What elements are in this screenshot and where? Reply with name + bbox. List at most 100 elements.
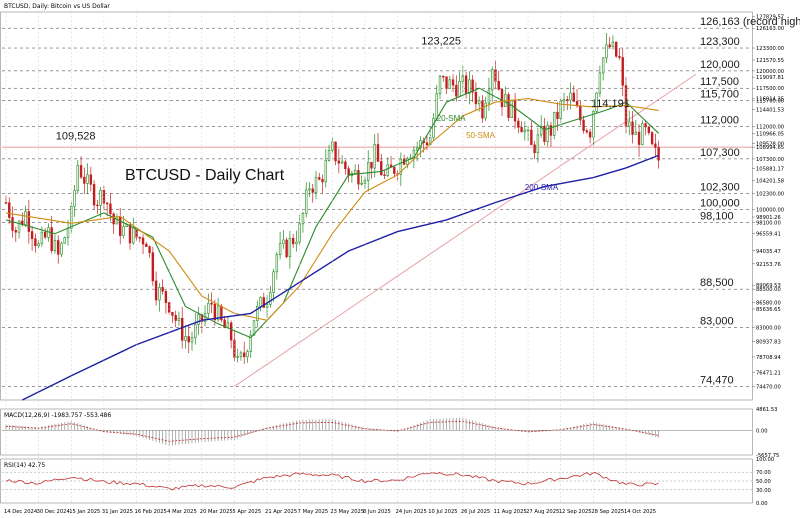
y-tick-label: 74470.00 — [756, 384, 781, 390]
symbol-header: BTCUSD, Daily: Bitcoin vs US Dollar — [4, 3, 110, 10]
candle-body — [210, 302, 213, 305]
key-level-label: 102,300 — [700, 182, 740, 194]
candle-body — [119, 216, 122, 236]
key-level-label: 115,700 — [700, 89, 739, 101]
candle-body — [484, 102, 487, 119]
candle-body — [497, 80, 500, 90]
candle-body — [337, 160, 341, 164]
candle-body — [585, 130, 589, 133]
y-tick-label: 109528.00 — [756, 141, 784, 147]
key-level-label: 123,300 — [700, 36, 740, 48]
candle-body — [57, 240, 60, 255]
candle-body — [406, 158, 409, 165]
macd-panel-frame — [0, 408, 753, 456]
candle-body — [536, 134, 540, 154]
key-level-label: 126,163 (record high) — [700, 16, 800, 28]
y-tick-label: 114401.53 — [756, 108, 784, 114]
candle-body — [112, 213, 115, 225]
candle-body — [380, 161, 383, 176]
candle-body — [40, 231, 44, 245]
candle-body — [161, 287, 164, 292]
candle-body — [278, 243, 282, 255]
rsi-panel: 100.00 70.00 50.00 30.00 0.00 — [0, 457, 774, 507]
y-tick-label: 102300.00 — [756, 192, 784, 198]
candle-body — [572, 92, 575, 102]
candle-body — [158, 287, 161, 301]
candle-body — [288, 237, 292, 258]
x-tick-label: 5 Apr 2025 — [232, 509, 261, 515]
macd-tick-label: 0.00 — [756, 428, 768, 434]
candle-body — [608, 44, 611, 47]
y-tick-label: 78708.94 — [756, 355, 781, 361]
candle-body — [14, 230, 17, 233]
candle-body — [569, 92, 572, 101]
candle-body — [526, 129, 530, 132]
key-level-label: 117,500 — [700, 76, 739, 88]
key-level-label: 98,100 — [700, 211, 734, 223]
candle-body — [553, 111, 556, 136]
candle-body — [477, 100, 481, 105]
candle-body — [621, 57, 624, 86]
x-tick-label: 28 Sep 2025 — [591, 509, 624, 515]
candle-body — [458, 81, 461, 97]
x-tick-label: 16 Feb 2025 — [135, 509, 167, 515]
candle-body — [190, 337, 194, 343]
candle-body — [546, 125, 549, 142]
candle-body — [60, 242, 63, 255]
macd-tick-label: -5657.75 — [756, 453, 779, 459]
candle-body — [282, 239, 285, 244]
candle-body — [295, 241, 298, 245]
candle-body — [24, 211, 27, 225]
y-tick-label: 100000.00 — [756, 207, 784, 213]
candle-body — [99, 190, 102, 206]
x-tick-label: 24 Jun 2025 — [396, 509, 427, 515]
candle-body — [138, 237, 141, 239]
y-tick-label: 120000.00 — [756, 69, 784, 75]
candle-body — [445, 76, 448, 89]
candle-body — [373, 144, 376, 169]
x-tick-label: 23 May 2025 — [330, 509, 364, 515]
candle-body — [549, 125, 553, 136]
key-level-label: 100,000 — [700, 197, 740, 209]
candle-body — [539, 126, 543, 136]
candle-body — [115, 216, 119, 225]
candle-body — [491, 69, 494, 91]
y-tick-label: 112000.00 — [756, 124, 784, 130]
candle-body — [73, 190, 76, 207]
candle-body — [145, 243, 148, 247]
candle-body — [605, 44, 608, 59]
y-tick-label: 80937.83 — [756, 340, 781, 346]
rsi-tick-label: 100.00 — [756, 457, 774, 463]
y-tick-label: 85636.65 — [756, 307, 781, 313]
candle-body — [63, 237, 66, 244]
y-tick-label: 123300.00 — [756, 46, 784, 52]
candle-body — [92, 184, 96, 206]
candle-body — [141, 237, 145, 245]
candle-body — [272, 271, 275, 293]
chart-title: BTCUSD - Daily Chart — [125, 167, 285, 184]
macd-signal-line — [5, 420, 659, 442]
candle-body — [432, 118, 435, 138]
x-tick-label: 14 Oct 2025 — [624, 509, 656, 515]
candle-body — [43, 231, 47, 238]
candle-body — [11, 217, 14, 231]
price-callout: 123,225 — [421, 36, 461, 48]
candle-body — [291, 237, 295, 245]
candle-body — [582, 119, 585, 131]
candle-body — [213, 303, 217, 321]
rsi-tick-label: 0.00 — [756, 501, 768, 507]
macd-label: MACD(12,26,9) -1983.757 -553.486 — [4, 412, 111, 419]
macd-tick-label: 4861.53 — [756, 407, 777, 413]
rsi-tick-label: 30.00 — [756, 488, 771, 494]
candle-body — [148, 246, 151, 253]
sma-line-200 — [21, 154, 659, 401]
y-tick-label: 98901.26 — [756, 215, 781, 221]
candle-body — [223, 319, 226, 329]
candle-body — [174, 315, 177, 321]
candle-body — [637, 131, 641, 145]
candle-body — [275, 254, 279, 273]
candle-body — [226, 322, 230, 329]
candle-body — [468, 79, 471, 94]
